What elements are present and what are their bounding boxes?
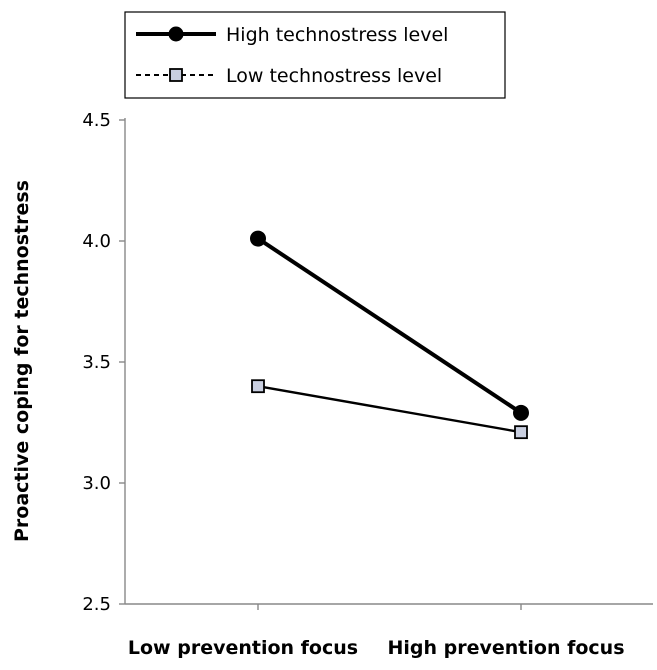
data-point-high-technostress [250,230,266,247]
data-point-low-technostress [251,379,265,394]
data-point-high-technostress [513,404,529,421]
x-ticks: Low prevention focus High prevention focu… [128,604,625,659]
legend-marker-high [168,26,184,42]
y-tick-label: 4.5 [82,110,111,131]
y-ticks: 2.5 3.0 3.5 4.0 4.5 [82,110,125,615]
legend-box [124,11,506,99]
series-line-high-technostress [256,236,523,415]
y-tick-label: 3.0 [82,473,111,494]
series-line-low-technostress [257,385,522,434]
y-tick-label: 2.5 [82,594,111,615]
y-axis-title: Proactive coping for technostress [11,180,33,542]
x-category-label: High prevention focus [387,637,624,659]
data-point-low-technostress [514,425,528,440]
x-category-label: Low prevention focus [128,637,358,659]
y-tick-label: 3.5 [82,352,111,373]
legend-marker-low [169,68,183,82]
y-tick-label: 4.0 [82,231,111,252]
series-layer [250,230,529,440]
legend-label-low: Low technostress level [226,65,442,87]
legend-label-high: High technostress level [226,24,448,46]
axes: 2.5 3.0 3.5 4.0 4.5 Low prevention focus High… [82,110,653,659]
legend: High technostress level Low technostress… [124,11,506,99]
